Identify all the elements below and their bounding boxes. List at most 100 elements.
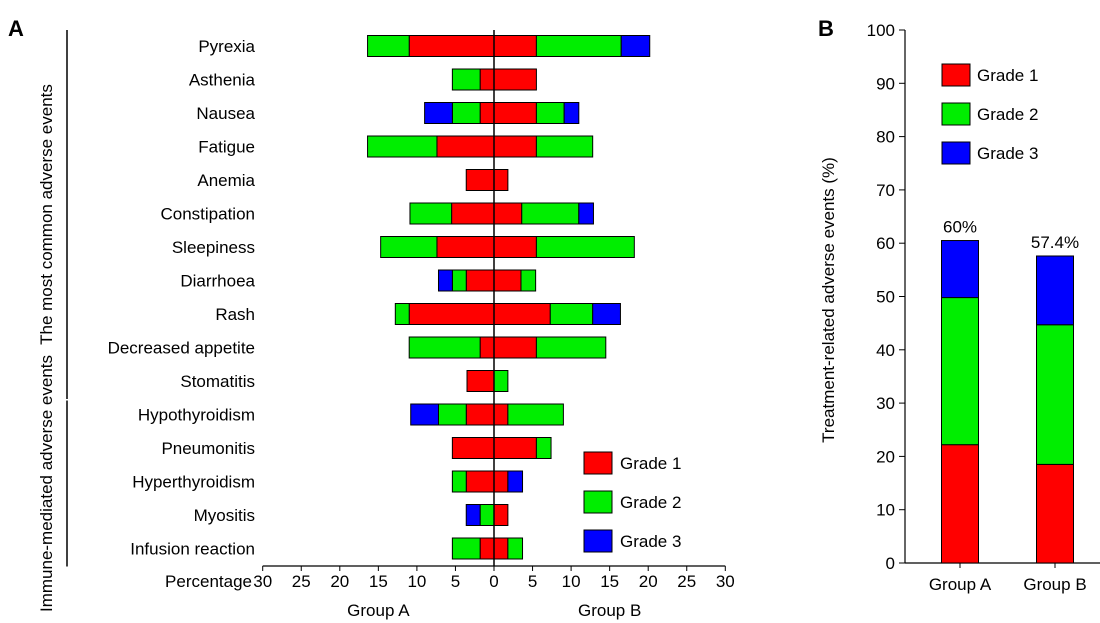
- row-label-asthenia: Asthenia: [189, 71, 256, 90]
- bar-group-a-fatigue-grade-1: [436, 135, 495, 158]
- x-tick-label-6: 0: [489, 572, 498, 591]
- bar-group-b-stomatitis-grade-2: [493, 370, 509, 392]
- bar-group-a-rash-grade-1: [408, 303, 495, 325]
- row-label-myositis: Myositis: [194, 506, 255, 525]
- legend-b-swatch-grade-1: [941, 63, 971, 87]
- y-tick-label-70: 70: [876, 181, 895, 200]
- legend-b-swatch-grade-2: [941, 102, 971, 126]
- bar-group-a-fatigue-grade-2: [367, 135, 438, 158]
- side-label-group-a: Group A: [347, 601, 410, 620]
- stacked-bar-group-a-grade-3: [941, 240, 979, 299]
- bar-group-a-nausea-grade-2: [451, 102, 481, 124]
- row-label-constipation: Constipation: [160, 205, 255, 224]
- bar-group-b-rash-grade-1: [493, 303, 551, 325]
- bar-group-a-pyrexia-grade-1: [408, 35, 495, 57]
- bar-group-b-asthenia-grade-1: [493, 68, 537, 91]
- bar-group-b-nausea-grade-3: [563, 102, 580, 124]
- bar-group-a-infusion-reaction-grade-1: [479, 537, 495, 560]
- y-tick-label-60: 60: [876, 234, 895, 253]
- bar-group-b-rash-grade-2: [549, 303, 594, 325]
- bar-group-a-sleepiness-grade-1: [436, 236, 495, 258]
- bar-group-a-decreased-appetite-grade-1: [479, 336, 495, 359]
- bar-group-a-myositis-grade-2: [479, 504, 495, 526]
- row-label-nausea: Nausea: [196, 104, 255, 123]
- x-axis-title: Percentage: [165, 572, 252, 591]
- bar-group-a-anemia-grade-1: [465, 169, 495, 191]
- legend-b-label-grade-3: Grade 3: [977, 144, 1038, 163]
- bar-group-a-constipation-grade-2: [409, 202, 453, 225]
- legend-b-swatch-grade-3: [941, 141, 971, 165]
- x-tick-label-10: 20: [639, 572, 658, 591]
- row-label-decreased-appetite: Decreased appetite: [108, 339, 255, 358]
- legend-a-swatch-grade-3: [583, 529, 613, 553]
- panel-b-stacked-bar-chart: B 0 10 20 30 40 50 60 70 80 90 100 Treatment-related…: [818, 16, 1100, 594]
- legend-a-label-grade-3: Grade 3: [620, 532, 681, 551]
- stacked-bar-group-b-grade-2: [1036, 324, 1074, 465]
- bar-group-b-nausea-grade-2: [535, 102, 565, 124]
- x-tick-label-4: 10: [407, 572, 426, 591]
- bar-group-b-hyperthyroidism-grade-1: [493, 470, 509, 493]
- bar-group-b-anemia-grade-1: [493, 169, 509, 191]
- bar-group-b-decreased-appetite-grade-1: [493, 336, 537, 359]
- x-tick-label-11: 25: [677, 572, 696, 591]
- row-label-pyrexia: Pyrexia: [198, 37, 255, 56]
- y-tick-label-90: 90: [876, 74, 895, 93]
- bar-group-a-asthenia-grade-2: [451, 68, 481, 91]
- stacked-bar-group-a-grade-2: [941, 297, 979, 446]
- x-tick-label-9: 15: [600, 572, 619, 591]
- bar-group-a-nausea-grade-3: [424, 102, 453, 124]
- stacked-bar-group-b-grade-1: [1036, 463, 1074, 564]
- y-tick-label-50: 50: [876, 288, 895, 307]
- bar-group-a-diarrhoea-grade-3: [437, 269, 453, 292]
- row-label-anemia: Anemia: [197, 171, 255, 190]
- bar-group-b-pyrexia-grade-3: [620, 35, 651, 57]
- bar-group-a-hyperthyroidism-grade-2: [451, 470, 467, 493]
- bar-group-b-pyrexia-grade-2: [535, 35, 622, 57]
- legend-a-label-grade-2: Grade 2: [620, 493, 681, 512]
- group-label-immune-mediated-adverse-events: Immune-mediated adverse events: [37, 355, 56, 612]
- bar-group-a-asthenia-grade-1: [479, 68, 495, 91]
- bar-group-b-diarrhoea-grade-2: [520, 269, 537, 292]
- bar-group-b-pneumonitis-grade-1: [493, 437, 537, 459]
- panel-a-label: A: [8, 16, 24, 41]
- legend-a-label-grade-1: Grade 1: [620, 454, 681, 473]
- y-tick-label-20: 20: [876, 447, 895, 466]
- y-tick-label-40: 40: [876, 341, 895, 360]
- x-tick-label-1: 25: [292, 572, 311, 591]
- row-label-diarrhoea: Diarrhoea: [180, 272, 255, 291]
- y-tick-label-0: 0: [886, 554, 895, 573]
- bar-group-b-rash-grade-3: [592, 303, 621, 325]
- bar-group-a-hypothyroidism-grade-2: [437, 403, 467, 426]
- legend-a-swatch-grade-2: [583, 490, 613, 514]
- row-label-sleepiness: Sleepiness: [172, 238, 255, 257]
- bar-group-b-pneumonitis-grade-2: [535, 437, 552, 459]
- total-label-group-b: 57.4%: [1031, 233, 1079, 252]
- bar-group-a-sleepiness-grade-2: [380, 236, 438, 258]
- bar-group-b-myositis-grade-1: [493, 504, 509, 526]
- bar-group-a-hypothyroidism-grade-3: [410, 403, 439, 426]
- x-tick-label-2: 20: [330, 572, 349, 591]
- stacked-bar-group-b-grade-3: [1036, 255, 1074, 326]
- bar-group-b-constipation-grade-1: [493, 202, 523, 225]
- bar-group-b-nausea-grade-1: [493, 102, 537, 124]
- bar-group-a-diarrhoea-grade-1: [465, 269, 495, 292]
- row-label-infusion-reaction: Infusion reaction: [130, 540, 255, 559]
- bar-group-b-decreased-appetite-grade-2: [535, 336, 607, 359]
- bar-group-b-pyrexia-grade-1: [493, 35, 537, 57]
- y-tick-label-10: 10: [876, 501, 895, 520]
- row-label-pneumonitis: Pneumonitis: [161, 439, 255, 458]
- row-label-hyperthyroidism: Hyperthyroidism: [132, 473, 255, 492]
- bar-group-b-hypothyroidism-grade-2: [507, 403, 564, 426]
- bar-group-b-constipation-grade-2: [521, 202, 580, 225]
- bar-group-b-sleepiness-grade-1: [493, 236, 537, 258]
- panel-a-butterfly-chart: A Pyrexia Asthenia Nausea Fatigue Anemia Const…: [8, 16, 735, 620]
- bar-group-b-infusion-reaction-grade-1: [493, 537, 509, 560]
- bar-group-b-sleepiness-grade-2: [535, 236, 635, 258]
- y-axis-title: Treatment-related adverse events (%): [819, 157, 838, 443]
- row-label-fatigue: Fatigue: [198, 138, 255, 157]
- bar-group-b-fatigue-grade-2: [535, 135, 594, 158]
- bar-group-b-fatigue-grade-1: [493, 135, 537, 158]
- legend-b-label-grade-1: Grade 1: [977, 66, 1038, 85]
- bar-group-a-diarrhoea-grade-2: [451, 269, 467, 292]
